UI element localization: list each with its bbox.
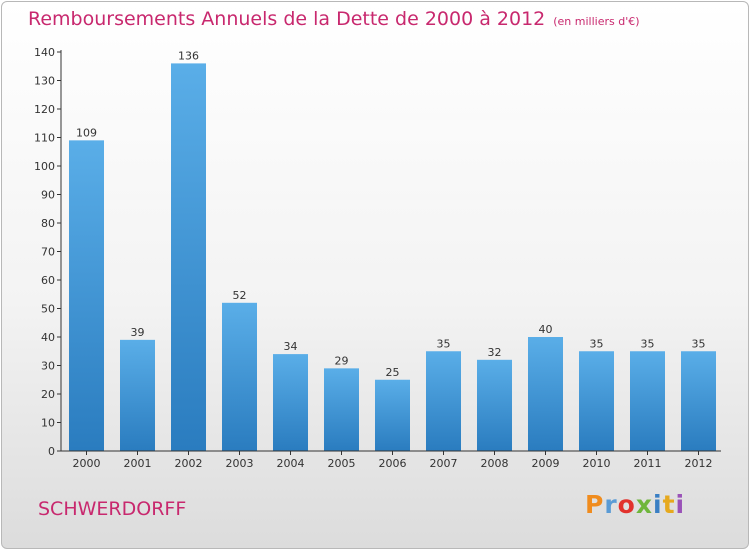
bar-2011 xyxy=(630,351,665,451)
x-tick-label-2006: 2006 xyxy=(379,457,407,470)
data-label-2004: 34 xyxy=(284,340,298,353)
data-label-2007: 35 xyxy=(437,337,451,350)
x-tick-label-2009: 2009 xyxy=(532,457,560,470)
x-tick-label-2011: 2011 xyxy=(634,457,662,470)
data-label-2008: 32 xyxy=(488,346,502,359)
data-label-2009: 40 xyxy=(539,323,553,336)
y-tick-label: 60 xyxy=(41,274,55,287)
bar-2005 xyxy=(324,368,359,451)
data-label-2006: 25 xyxy=(386,366,400,379)
data-label-2012: 35 xyxy=(692,337,706,350)
y-tick-label: 10 xyxy=(41,417,55,430)
bar-2010 xyxy=(579,351,614,451)
y-tick-label: 120 xyxy=(34,103,55,116)
y-tick-label: 80 xyxy=(41,217,55,230)
logo-letter: i xyxy=(675,490,686,519)
data-label-2000: 109 xyxy=(76,126,97,139)
data-label-2010: 35 xyxy=(590,337,604,350)
bar-2004 xyxy=(273,354,308,451)
x-tick-label-2001: 2001 xyxy=(124,457,152,470)
y-tick-label: 50 xyxy=(41,303,55,316)
x-tick-label-2000: 2000 xyxy=(73,457,101,470)
x-tick-label-2007: 2007 xyxy=(430,457,458,470)
data-label-2001: 39 xyxy=(131,326,145,339)
chart-title: Remboursements Annuels de la Dette de 20… xyxy=(28,8,640,30)
y-tick-label: 100 xyxy=(34,160,55,173)
data-label-2011: 35 xyxy=(641,337,655,350)
y-tick-label: 90 xyxy=(41,189,55,202)
x-tick-label-2008: 2008 xyxy=(481,457,509,470)
y-tick-label: 40 xyxy=(41,331,55,344)
proxiti-logo[interactable]: Proxiti xyxy=(585,490,685,519)
y-tick-label: 0 xyxy=(48,445,55,458)
y-tick-label: 30 xyxy=(41,360,55,373)
chart-title-text: Remboursements Annuels de la Dette de 20… xyxy=(28,8,546,30)
logo-letter: x xyxy=(635,490,653,519)
bar-2009 xyxy=(528,337,563,451)
bar-2001 xyxy=(120,339,155,451)
logo-letter: o xyxy=(617,490,636,519)
x-tick-label-2010: 2010 xyxy=(583,457,611,470)
bar-2003 xyxy=(222,302,257,451)
logo-letter: P xyxy=(585,490,605,519)
chart-unit: (en milliers d'€) xyxy=(553,15,640,28)
y-tick-label: 130 xyxy=(34,75,55,88)
x-tick-label-2003: 2003 xyxy=(226,457,254,470)
x-tick-label-2002: 2002 xyxy=(175,457,203,470)
logo-letter: i xyxy=(653,490,663,519)
y-tick-label: 110 xyxy=(34,132,55,145)
logo-letter: t xyxy=(662,490,676,519)
x-tick-label-2004: 2004 xyxy=(277,457,305,470)
bar-2008 xyxy=(477,359,512,451)
x-tick-label-2005: 2005 xyxy=(328,457,356,470)
x-tick-label-2012: 2012 xyxy=(685,457,713,470)
y-tick-label: 20 xyxy=(41,388,55,401)
bar-2012 xyxy=(681,351,716,451)
data-label-2003: 52 xyxy=(233,289,247,302)
data-label-2005: 29 xyxy=(335,354,349,367)
data-label-2002: 136 xyxy=(178,49,199,62)
bar-2000 xyxy=(69,140,104,451)
bar-2007 xyxy=(426,351,461,451)
y-tick-label: 70 xyxy=(41,246,55,259)
logo-letter: r xyxy=(604,490,618,519)
bar-2002 xyxy=(171,63,206,452)
y-tick-label: 140 xyxy=(34,46,55,59)
commune-name: SCHWERDORFF xyxy=(38,498,187,520)
bar-2006 xyxy=(375,379,410,451)
